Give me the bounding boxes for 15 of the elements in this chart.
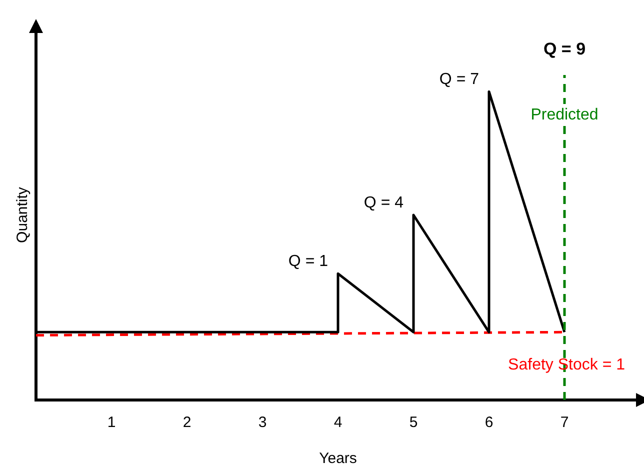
annotation: Q = 7 — [439, 71, 480, 88]
x-tick-label: 2 — [182, 414, 192, 432]
y-axis-title: Quantity — [14, 186, 32, 243]
x-tick-label: 3 — [258, 414, 267, 432]
series-label: Safety Stock = 1 — [508, 356, 626, 374]
ref-line-label: Predicted — [530, 106, 598, 124]
x-tick-label: 5 — [409, 414, 418, 432]
x-tick-label: 7 — [560, 414, 569, 432]
text: Q = 9 — [543, 40, 586, 59]
x-axis-title: Years — [319, 450, 357, 468]
x-tick-label: 4 — [334, 414, 342, 432]
x-tick-label: 6 — [484, 414, 494, 432]
x-tick-label: 1 — [107, 414, 116, 432]
annotation: Q = 4 — [364, 194, 404, 212]
annotation: Q = 1 — [288, 252, 328, 270]
